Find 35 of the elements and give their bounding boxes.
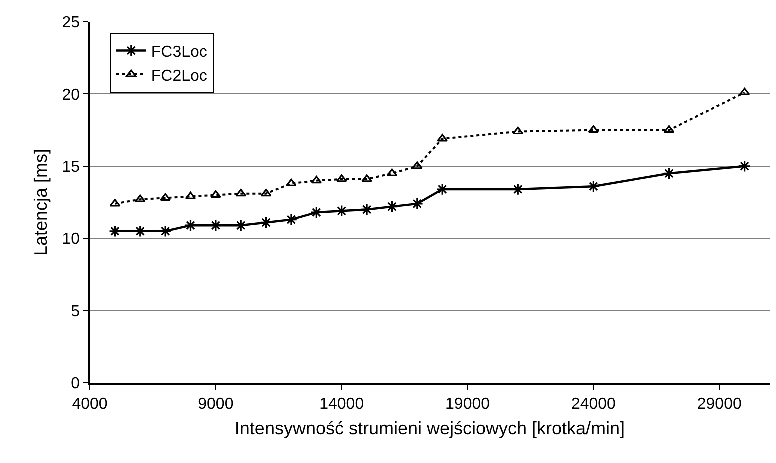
y-tick-label: 20 — [62, 86, 80, 104]
x-tick-label: 14000 — [320, 396, 364, 413]
point — [260, 216, 272, 229]
y-tick-label: 5 — [71, 303, 80, 320]
point — [286, 178, 297, 187]
point — [386, 200, 398, 214]
y-tick-label: 10 — [62, 231, 80, 248]
x-tick-label: 29000 — [697, 396, 742, 413]
point — [160, 193, 171, 201]
x-axis-title: Intensywność strumieni wejściowych [krotka/min] — [234, 418, 626, 439]
point — [411, 198, 424, 210]
point — [739, 88, 750, 96]
x-tick-label: 9000 — [198, 396, 234, 413]
point — [738, 160, 752, 173]
point — [185, 192, 196, 200]
point — [310, 206, 323, 219]
x-tick-label: 24000 — [571, 396, 616, 413]
y-axis-title: Latencja [ms] — [30, 148, 51, 256]
legend-label: FC2Loc — [151, 68, 208, 85]
y-tick-label: 0 — [71, 376, 80, 393]
point — [108, 225, 122, 238]
x-tick-label: 4000 — [72, 396, 108, 413]
point — [285, 214, 298, 226]
point — [362, 174, 372, 182]
legend-label: FC3Loc — [151, 44, 208, 61]
point — [336, 204, 348, 218]
point — [588, 180, 600, 193]
y-tick-label: 25 — [62, 14, 80, 32]
point — [663, 167, 676, 180]
point — [184, 219, 197, 232]
point — [360, 204, 374, 216]
point — [210, 190, 222, 198]
point — [512, 126, 524, 135]
x-tick-label: 19000 — [446, 396, 490, 413]
y-tick-label: 15 — [62, 159, 80, 176]
